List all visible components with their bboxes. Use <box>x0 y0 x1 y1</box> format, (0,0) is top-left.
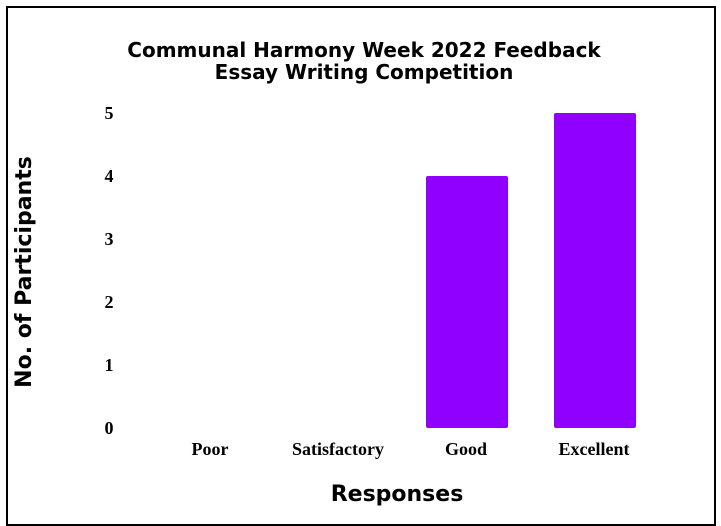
y-tick-label: 1 <box>105 355 114 375</box>
y-axis-title: No. of Participants <box>12 156 37 388</box>
bar-excellent <box>554 113 636 428</box>
y-tick-label: 0 <box>105 418 114 438</box>
y-tick-label: 3 <box>105 229 114 249</box>
y-tick-label: 4 <box>105 166 114 186</box>
x-tick-label-good: Good <box>445 439 487 459</box>
chart-title-line-1: Communal Harmony Week 2022 Feedback <box>127 38 601 62</box>
x-tick-label-excellent: Excellent <box>559 439 630 459</box>
bar-good <box>426 176 508 428</box>
x-axis-ticks: Poor Satisfactory Good Excellent <box>192 439 630 459</box>
bars <box>426 113 636 428</box>
y-tick-label: 5 <box>105 103 114 123</box>
x-axis-title: Responses <box>331 482 464 507</box>
x-tick-label-poor: Poor <box>192 439 229 459</box>
y-axis-ticks: 0 1 2 3 4 5 <box>105 103 114 438</box>
chart-title: Communal Harmony Week 2022 Feedback Essa… <box>127 38 601 84</box>
chart-title-line-2: Essay Writing Competition <box>215 60 514 84</box>
x-tick-label-satisfactory: Satisfactory <box>292 439 384 459</box>
y-tick-label: 2 <box>105 292 114 312</box>
